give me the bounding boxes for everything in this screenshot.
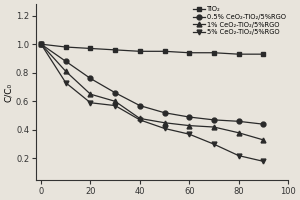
1% CeO₂-TiO₂/5%RGO [39,43,43,45]
TiO₂ [188,52,191,54]
0.5% CeO₂-TiO₂/5%RGO [113,92,117,94]
1% CeO₂-TiO₂/5%RGO [64,70,68,73]
TiO₂ [39,43,43,45]
TiO₂ [64,46,68,48]
5% CeO₂-TiO₂/5%RGO [163,127,166,130]
1% CeO₂-TiO₂/5%RGO [138,117,142,120]
5% CeO₂-TiO₂/5%RGO [113,104,117,107]
Line: 5% CeO₂-TiO₂/5%RGO: 5% CeO₂-TiO₂/5%RGO [39,42,266,164]
1% CeO₂-TiO₂/5%RGO [113,100,117,103]
5% CeO₂-TiO₂/5%RGO [89,102,92,104]
5% CeO₂-TiO₂/5%RGO [237,154,240,157]
TiO₂ [138,50,142,53]
0.5% CeO₂-TiO₂/5%RGO [64,60,68,63]
1% CeO₂-TiO₂/5%RGO [212,126,216,128]
0.5% CeO₂-TiO₂/5%RGO [262,123,265,125]
5% CeO₂-TiO₂/5%RGO [262,160,265,163]
5% CeO₂-TiO₂/5%RGO [138,119,142,121]
1% CeO₂-TiO₂/5%RGO [163,122,166,124]
0.5% CeO₂-TiO₂/5%RGO [138,104,142,107]
1% CeO₂-TiO₂/5%RGO [89,93,92,95]
0.5% CeO₂-TiO₂/5%RGO [237,120,240,123]
Line: 1% CeO₂-TiO₂/5%RGO: 1% CeO₂-TiO₂/5%RGO [39,42,266,142]
TiO₂ [113,49,117,51]
5% CeO₂-TiO₂/5%RGO [64,82,68,84]
Y-axis label: C/C₀: C/C₀ [4,82,13,102]
5% CeO₂-TiO₂/5%RGO [188,133,191,135]
Line: 0.5% CeO₂-TiO₂/5%RGO: 0.5% CeO₂-TiO₂/5%RGO [39,42,266,127]
5% CeO₂-TiO₂/5%RGO [212,143,216,145]
TiO₂ [262,53,265,55]
0.5% CeO₂-TiO₂/5%RGO [39,43,43,45]
TiO₂ [237,53,240,55]
Legend: TiO₂, 0.5% CeO₂-TiO₂/5%RGO, 1% CeO₂-TiO₂/5%RGO, 5% CeO₂-TiO₂/5%RGO: TiO₂, 0.5% CeO₂-TiO₂/5%RGO, 1% CeO₂-TiO₂… [192,6,286,36]
TiO₂ [212,52,216,54]
1% CeO₂-TiO₂/5%RGO [262,139,265,141]
0.5% CeO₂-TiO₂/5%RGO [89,77,92,80]
Line: TiO₂: TiO₂ [39,42,266,57]
TiO₂ [163,50,166,53]
1% CeO₂-TiO₂/5%RGO [237,132,240,134]
TiO₂ [89,47,92,50]
0.5% CeO₂-TiO₂/5%RGO [163,112,166,114]
1% CeO₂-TiO₂/5%RGO [188,124,191,127]
5% CeO₂-TiO₂/5%RGO [39,43,43,45]
0.5% CeO₂-TiO₂/5%RGO [212,119,216,121]
0.5% CeO₂-TiO₂/5%RGO [188,116,191,118]
